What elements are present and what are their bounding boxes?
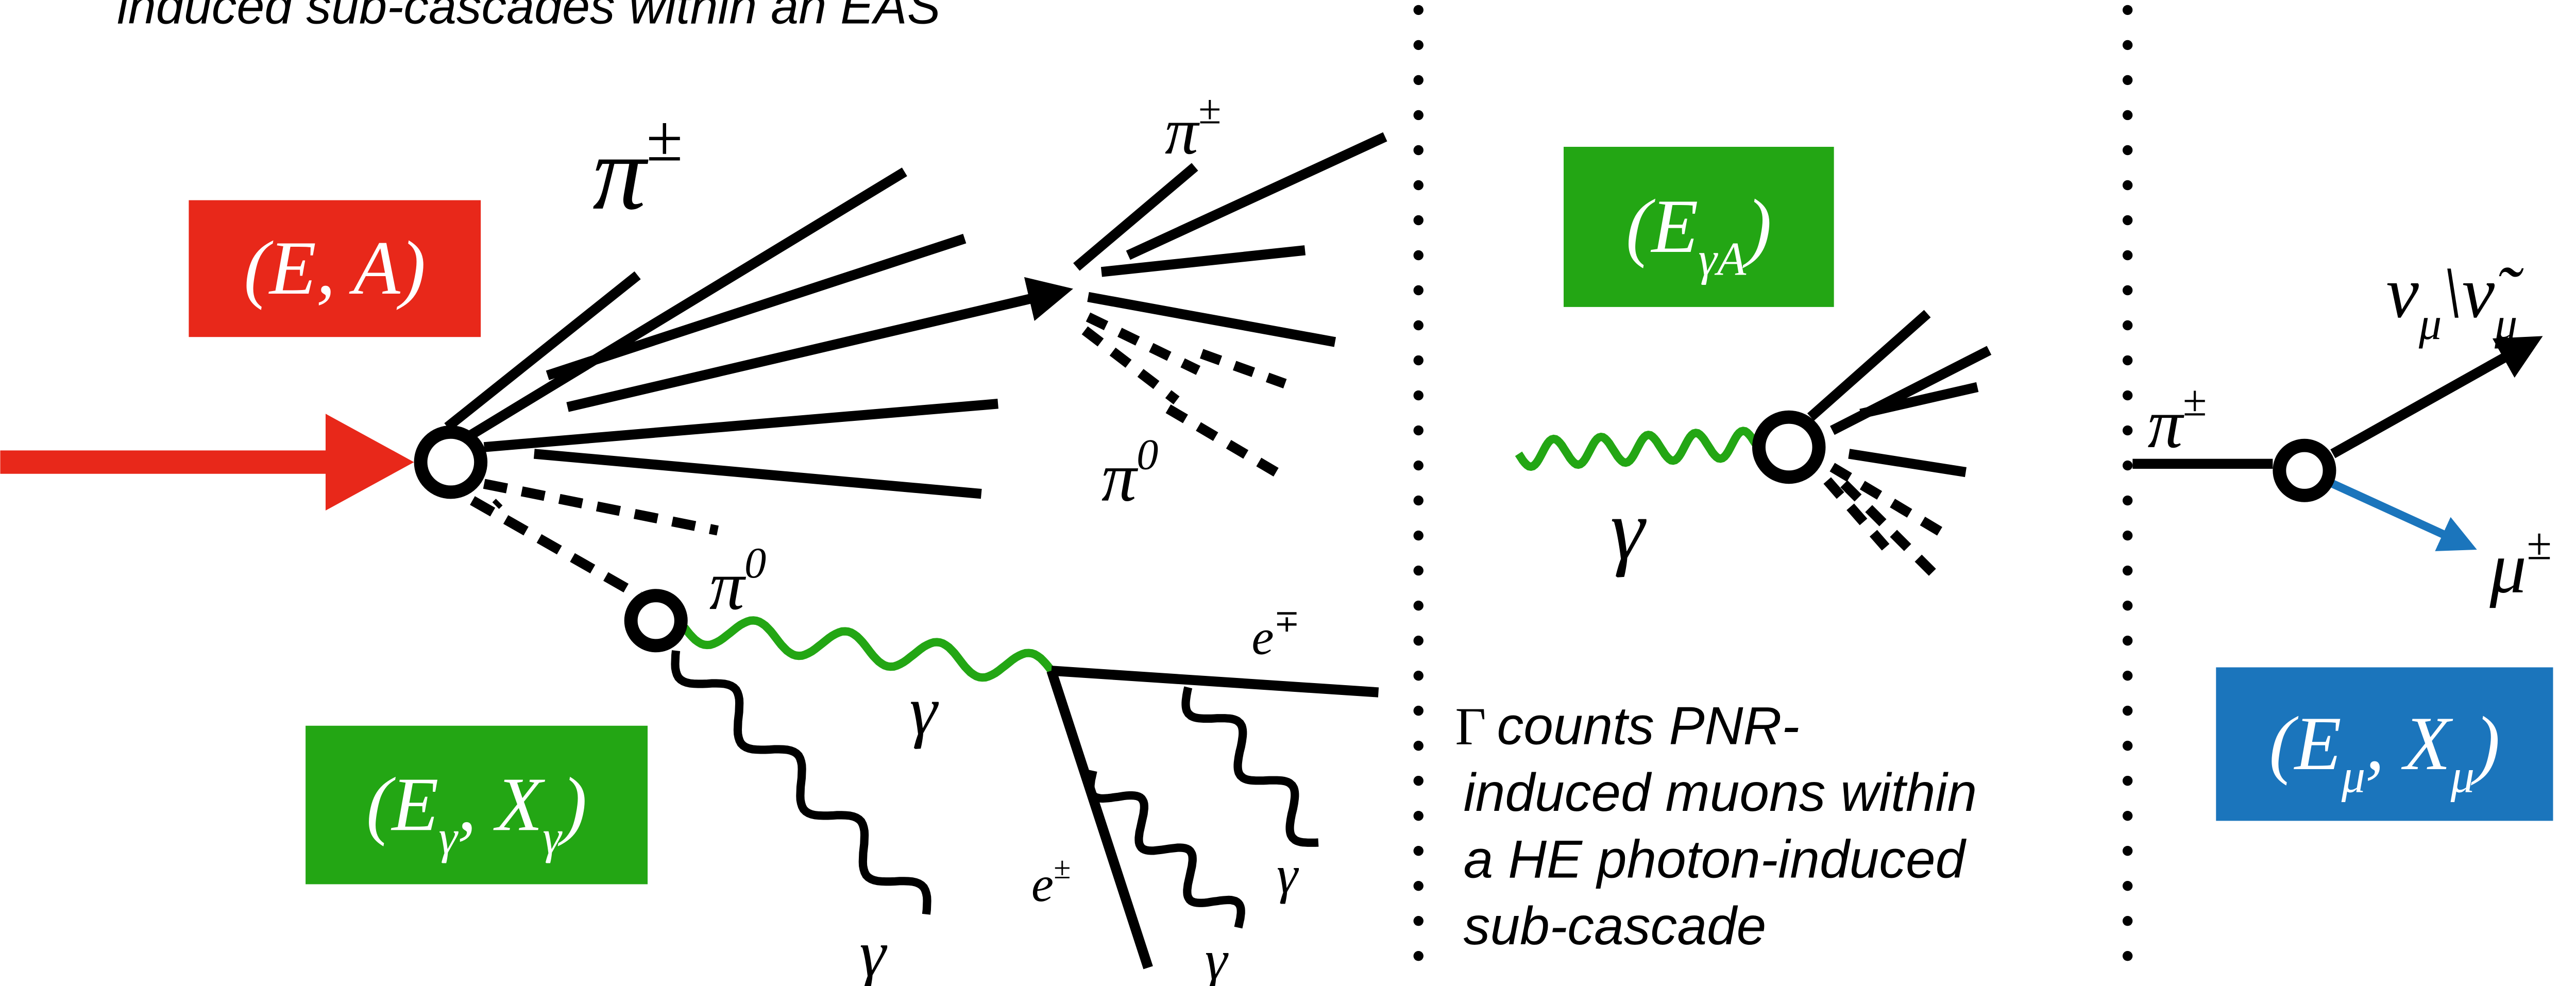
particle-label: e± — [1031, 851, 1071, 912]
label-sup: 0 — [744, 539, 766, 587]
line — [1052, 671, 1148, 967]
particle-label: π0 — [709, 539, 766, 624]
label-sub: μ — [2418, 299, 2442, 349]
label-sub: μ — [2341, 750, 2365, 803]
label-text: (E — [1626, 184, 1699, 269]
label-text: γ — [1277, 846, 1299, 905]
line — [1052, 671, 1379, 692]
label-text: (E, A) — [244, 226, 426, 311]
note-symbol: Γ — [1455, 697, 1486, 756]
box-label: (E, A) — [244, 226, 426, 311]
label-text: (E — [366, 762, 439, 847]
line — [1088, 317, 1198, 370]
vertex — [2279, 446, 2329, 496]
label-text: γ — [1205, 929, 1229, 986]
note-line: a HE photon-induced — [1464, 829, 1967, 889]
label-text: γ — [1611, 482, 1647, 578]
caption: induced sub-cascades within an EAS — [117, 0, 940, 34]
line — [1168, 409, 1281, 475]
label-text: π — [1101, 439, 1139, 516]
label-text: π — [709, 547, 747, 624]
label-text: , X — [457, 762, 545, 847]
line — [534, 454, 981, 494]
label-text: e — [1251, 610, 1274, 666]
wavy-line — [1185, 687, 1318, 843]
label-sup: ± — [2527, 519, 2551, 570]
label-text: ν — [2386, 251, 2419, 333]
particle-label: π0 — [1101, 431, 1158, 516]
line — [2333, 484, 2450, 537]
label-sub: γ — [438, 811, 459, 863]
label-text: γ — [859, 917, 887, 986]
label-text: γ — [909, 672, 939, 750]
line — [484, 404, 998, 447]
note-line: counts PNR- — [1497, 695, 1799, 755]
label-text: π — [592, 113, 649, 232]
note-line: sub-cascade — [1464, 896, 1767, 956]
particle-label: π± — [2148, 378, 2207, 463]
wavy-line — [684, 620, 1051, 677]
label-sup: 0 — [1137, 431, 1158, 479]
particle-label: μ± — [2489, 519, 2551, 608]
wavy-line — [675, 651, 927, 914]
vertex — [421, 432, 481, 492]
particle-label: γ — [1611, 482, 1647, 578]
line — [1844, 484, 1936, 575]
label-sup: ± — [646, 101, 683, 175]
line — [467, 172, 905, 437]
label-text: μ — [2489, 527, 2527, 608]
note-line: induced muons within — [1464, 762, 1977, 822]
page: { "caption": "induced sub-cascades withi… — [0, 0, 2576, 986]
label-text: (E — [2269, 701, 2342, 786]
particle-label: γ — [1205, 929, 1229, 986]
label-text: , X — [2365, 701, 2453, 786]
label-sup: ± — [1198, 87, 1221, 133]
label-text: ) — [2470, 701, 2500, 786]
particle-label: γ — [909, 672, 939, 750]
label-text: ) — [1742, 184, 1772, 269]
label-sup: ∓ — [1274, 604, 1300, 639]
particle-label: γ — [1277, 846, 1299, 905]
label-sup: ± — [2183, 378, 2207, 426]
line — [494, 501, 501, 507]
particle-label: γ — [859, 917, 887, 986]
line — [1201, 354, 1285, 384]
line — [1849, 454, 1966, 472]
particle-label: e∓ — [1251, 604, 1300, 666]
vertex — [631, 596, 681, 645]
line — [1832, 467, 1944, 534]
label-sub: μ — [2494, 299, 2517, 349]
line — [568, 297, 1038, 407]
arrow-head — [326, 414, 414, 511]
label-sub: γ — [543, 811, 563, 863]
label-sup: ± — [1054, 851, 1071, 886]
label-text: e — [1031, 857, 1054, 912]
diagram: induced sub-cascades within an EAS (E, A… — [0, 0, 2576, 986]
label-text: π — [2148, 385, 2185, 463]
label-text: π — [1165, 95, 1200, 168]
particle-label: π± — [592, 101, 682, 232]
particle-label: π± — [1165, 87, 1221, 168]
label-sub: μ — [2450, 750, 2475, 803]
line — [2333, 354, 2512, 454]
particle-label: νμ\ν̃μ — [2386, 251, 2524, 349]
vertex — [1759, 417, 1819, 478]
wavy-line — [1519, 431, 1756, 467]
label-sub: γA — [1698, 233, 1746, 285]
label-text: ) — [557, 762, 587, 847]
